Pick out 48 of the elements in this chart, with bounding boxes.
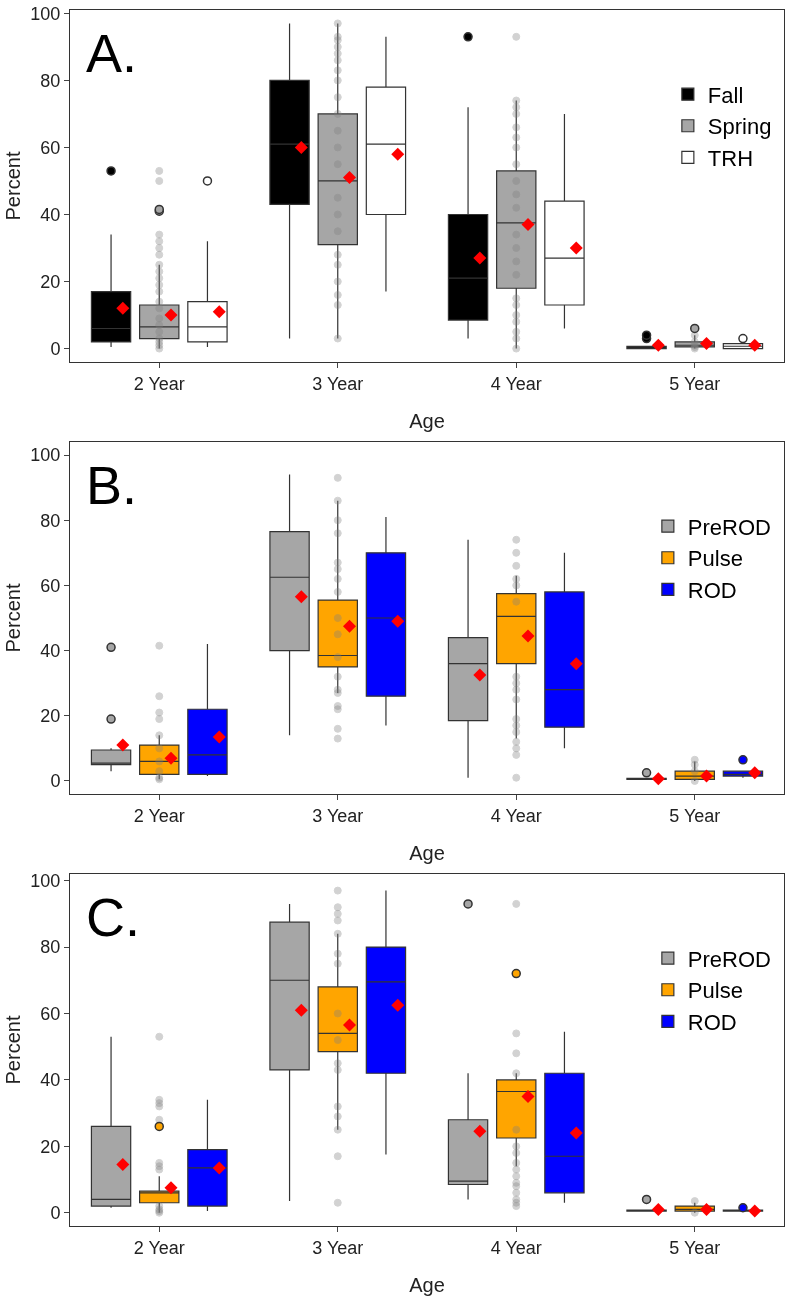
x-axis-title: Age (409, 1274, 445, 1296)
y-tick-label: 60 (40, 137, 61, 158)
y-tick-label: 40 (40, 1070, 61, 1091)
x-axis-title: Age (409, 842, 445, 864)
chart-title: A. (86, 23, 138, 83)
x-tick-label: 2 Year (133, 805, 185, 826)
y-tick-label: 100 (30, 870, 61, 891)
y-tick-label: 80 (40, 70, 61, 91)
x-tick-label: 4 Year (490, 805, 542, 826)
legend-label: ROD (687, 1009, 737, 1035)
chart-title: B. (86, 455, 138, 515)
y-axis-title: Percent (2, 1015, 24, 1085)
y-tick-label: 40 (40, 204, 61, 225)
legend-label: Pulse (687, 978, 743, 1004)
x-axis-title: Age (409, 410, 445, 432)
x-tick-label: 2 Year (133, 1237, 185, 1258)
x-tick-label: 5 Year (669, 373, 721, 394)
legend-label: ROD (687, 577, 737, 603)
y-tick-label: 100 (30, 445, 61, 466)
chart-title: C. (86, 887, 140, 947)
x-tick-label: 3 Year (312, 1237, 364, 1258)
y-tick-label: 100 (30, 3, 61, 24)
y-tick-label: 60 (40, 575, 61, 596)
legend-label: TRH (707, 145, 754, 171)
y-tick-label: 40 (40, 640, 61, 661)
y-axis-title: Percent (2, 583, 24, 653)
x-tick-label: 3 Year (312, 805, 364, 826)
y-tick-label: 0 (50, 1203, 61, 1224)
legend-label: Fall (707, 82, 744, 108)
x-tick-label: 2 Year (133, 373, 185, 394)
y-axis-title: Percent (2, 151, 24, 221)
y-tick-label: 20 (40, 706, 61, 727)
y-tick-label: 80 (40, 510, 61, 531)
y-tick-label: 20 (40, 1136, 61, 1157)
y-tick-label: 60 (40, 1003, 61, 1024)
y-tick-label: 0 (50, 771, 61, 792)
x-tick-label: 4 Year (490, 373, 542, 394)
x-tick-label: 5 Year (669, 1237, 721, 1258)
y-tick-label: 20 (40, 271, 61, 292)
x-tick-label: 4 Year (490, 1237, 542, 1258)
x-tick-label: 5 Year (669, 805, 721, 826)
y-tick-label: 0 (50, 338, 61, 359)
legend-label: Pulse (687, 546, 743, 572)
legend-label: PreROD (687, 946, 771, 972)
x-tick-label: 3 Year (312, 373, 364, 394)
legend-label: Spring (707, 114, 772, 140)
y-tick-label: 80 (40, 937, 61, 958)
legend-label: PreROD (687, 514, 771, 540)
